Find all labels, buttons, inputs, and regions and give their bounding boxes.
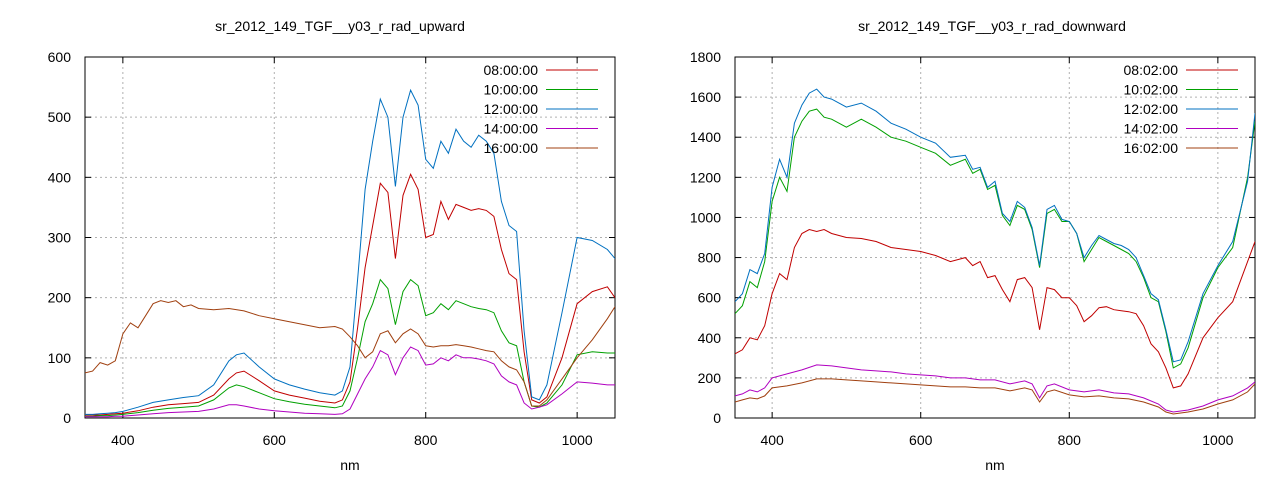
y-tick-label: 1400 [690, 129, 721, 145]
plot-frame [734, 56, 1256, 419]
series-line-0 [735, 228, 1255, 389]
y-tick-label: 0 [713, 410, 721, 426]
legend-label: 10:00:00 [484, 82, 539, 98]
legend-label: 14:00:00 [484, 121, 539, 137]
legend-label: 12:02:00 [1124, 101, 1179, 117]
legend-label: 16:00:00 [484, 140, 539, 156]
legend-label: 08:00:00 [484, 62, 539, 78]
legend-label: 10:02:00 [1124, 82, 1179, 98]
y-tick-label: 600 [698, 290, 722, 306]
x-tick-label: 1000 [1202, 432, 1233, 448]
y-tick-label: 100 [48, 350, 72, 366]
legend-label: 14:02:00 [1124, 121, 1179, 137]
x-tick-label: 800 [1058, 432, 1082, 448]
legend-label: 12:00:00 [484, 101, 539, 117]
series-line-4 [85, 300, 615, 407]
series-line-3 [85, 346, 615, 418]
series-line-2 [85, 88, 615, 415]
y-tick-label: 1200 [690, 169, 721, 185]
x-axis-label: nm [985, 457, 1004, 473]
x-tick-label: 600 [263, 432, 287, 448]
series-group [735, 88, 1255, 415]
y-tick-label: 200 [48, 290, 72, 306]
series-line-1 [85, 278, 615, 417]
legend-label: 08:02:00 [1124, 62, 1179, 78]
y-tick-label: 0 [63, 410, 71, 426]
y-tick-label: 400 [48, 169, 72, 185]
series-line-1 [735, 108, 1255, 369]
x-axis-label: nm [340, 457, 359, 473]
chart-upward: sr_2012_149_TGF__y03_r_rad_upward 400 600 8… [48, 18, 616, 473]
series-line-4 [735, 378, 1255, 415]
series-line-0 [85, 173, 615, 416]
chart-title: sr_2012_149_TGF__y03_r_rad_upward [215, 18, 465, 34]
x-tick-label: 400 [111, 432, 135, 448]
y-tick-label: 500 [48, 109, 72, 125]
x-tick-label: 800 [414, 432, 438, 448]
series-line-3 [735, 364, 1255, 413]
y-tick-label: 1800 [690, 49, 721, 65]
y-tick-label: 1000 [690, 209, 721, 225]
x-tick-label: 600 [909, 432, 933, 448]
chart-title: sr_2012_149_TGF__y03_r_rad_downward [858, 18, 1126, 34]
y-tick-label: 400 [698, 330, 722, 346]
chart-downward: sr_2012_149_TGF__y03_r_rad_downward 400 60… [690, 18, 1256, 473]
y-tick-label: 800 [698, 250, 722, 266]
series-group [85, 88, 615, 418]
x-tick-label: 400 [760, 432, 784, 448]
legend-label: 16:02:00 [1124, 140, 1179, 156]
x-tick-label: 1000 [562, 432, 593, 448]
y-tick-label: 1600 [690, 89, 721, 105]
series-line-2 [735, 88, 1255, 363]
y-tick-label: 200 [698, 370, 722, 386]
y-tick-label: 600 [48, 49, 72, 65]
y-tick-label: 300 [48, 230, 72, 246]
